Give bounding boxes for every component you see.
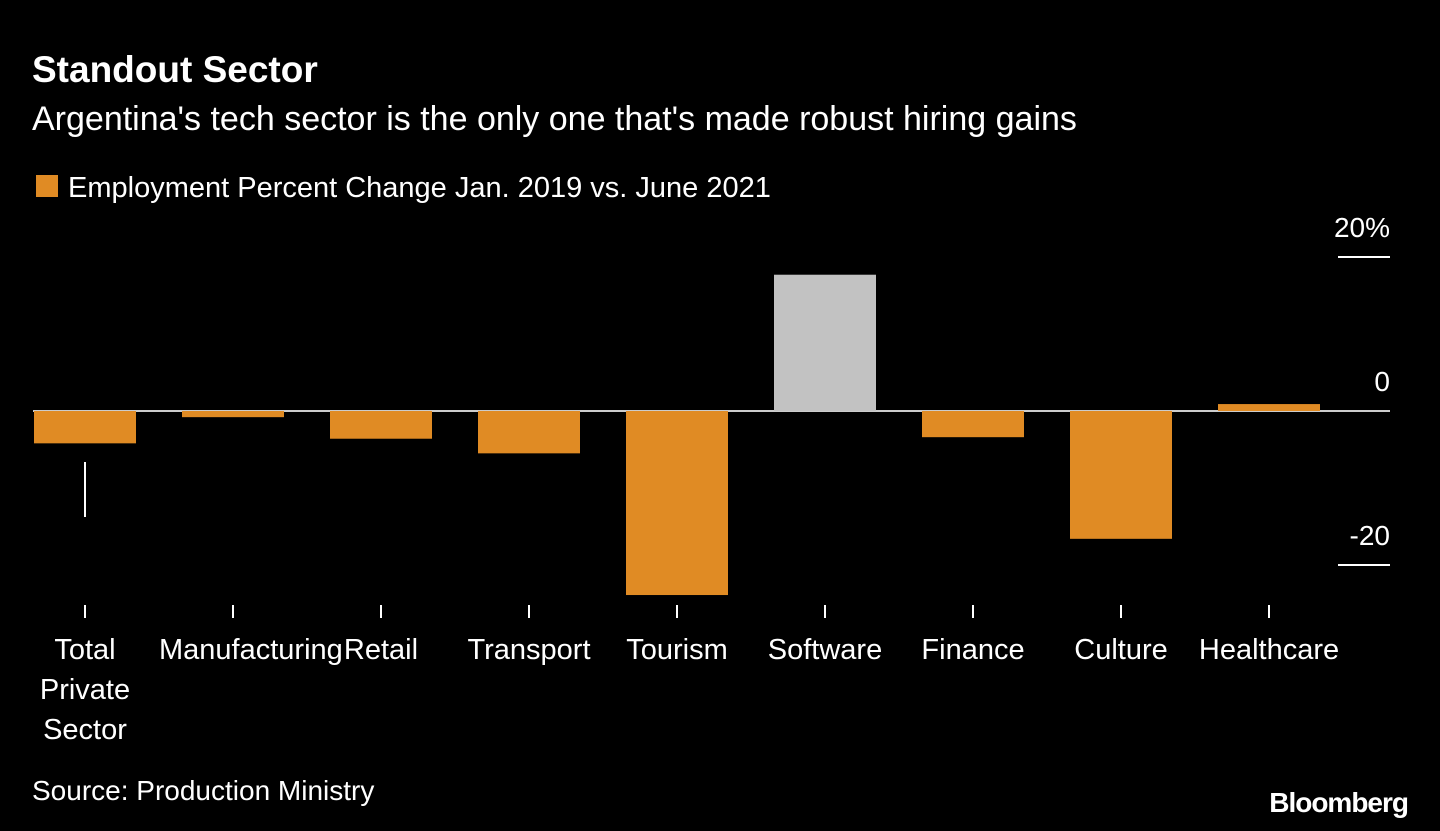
y-tick-label: 0 bbox=[1374, 366, 1390, 397]
x-tick-label: Manufacturing bbox=[159, 634, 343, 666]
bar bbox=[34, 411, 136, 444]
bar bbox=[330, 411, 432, 439]
legend-swatch bbox=[36, 175, 58, 197]
x-tick-label: Total Private Sector bbox=[39, 634, 131, 746]
x-tick-label: Retail bbox=[343, 634, 419, 666]
x-tick-label: Transport bbox=[467, 634, 591, 666]
bar bbox=[626, 411, 728, 596]
bar bbox=[478, 411, 580, 454]
x-tick-label: Finance bbox=[921, 634, 1025, 666]
x-tick-label: Tourism bbox=[626, 634, 728, 666]
bar bbox=[922, 411, 1024, 438]
y-tick-label: -20 bbox=[1350, 520, 1390, 551]
x-tick-label: Software bbox=[767, 634, 883, 666]
y-tick-label: 20% bbox=[1334, 212, 1390, 243]
bar bbox=[1218, 404, 1320, 411]
chart-title: Standout Sector bbox=[32, 49, 318, 90]
x-tick-label: Healthcare bbox=[1198, 634, 1340, 666]
bar bbox=[1070, 411, 1172, 539]
legend-label: Employment Percent Change Jan. 2019 vs. … bbox=[68, 172, 771, 204]
source: Source: Production Ministry bbox=[32, 775, 374, 806]
brand: Bloomberg bbox=[1269, 787, 1408, 818]
x-tick-label: Culture bbox=[1074, 634, 1168, 666]
bar bbox=[182, 411, 284, 418]
bar bbox=[774, 274, 876, 411]
chart-subtitle: Argentina's tech sector is the only one … bbox=[32, 100, 1077, 138]
